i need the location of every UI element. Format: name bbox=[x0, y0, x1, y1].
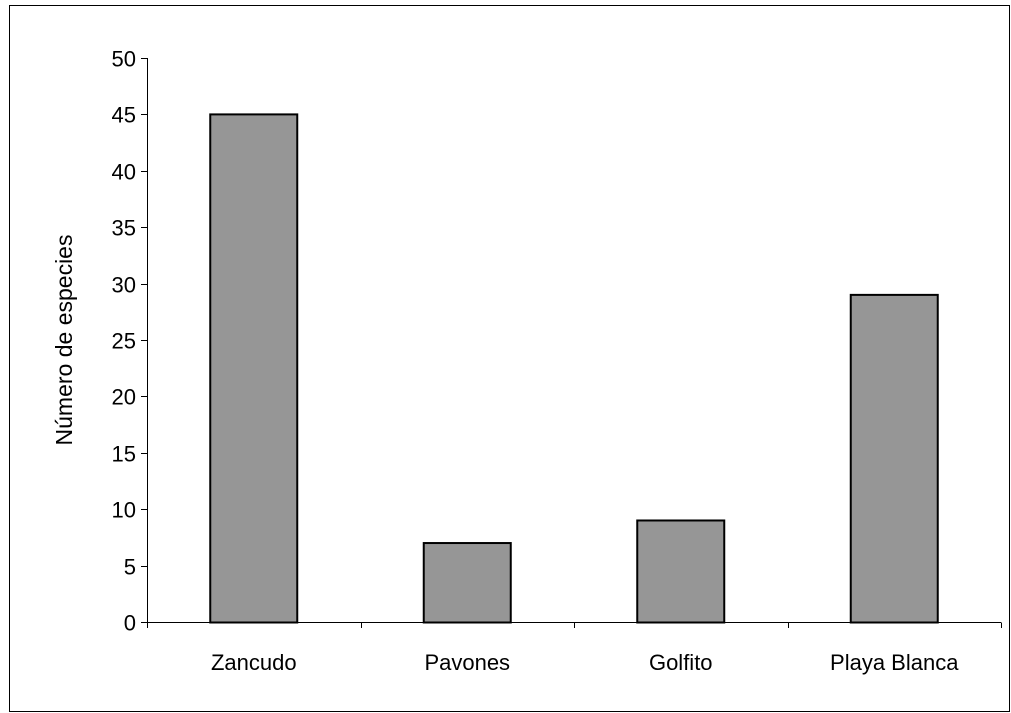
y-tick-label: 40 bbox=[112, 160, 136, 185]
x-category-label: Pavones bbox=[424, 650, 510, 675]
bar-pavones bbox=[422, 542, 512, 624]
y-tick-label: 50 bbox=[112, 47, 136, 72]
bars-group bbox=[209, 113, 939, 624]
y-axis-title: Número de especies bbox=[51, 235, 77, 446]
y-tick-label: 10 bbox=[112, 498, 136, 523]
y-tick-label: 20 bbox=[112, 385, 136, 410]
y-tick-label: 5 bbox=[124, 555, 136, 580]
x-axis-ticks: Zancudo Pavones Golfito Playa Blanca bbox=[147, 622, 1002, 675]
bar-playa-blanca bbox=[849, 293, 939, 624]
x-category-label: Golfito bbox=[649, 650, 713, 675]
y-axis-ticks: 0 5 10 15 20 25 30 35 40 45 50 bbox=[112, 47, 148, 636]
y-tick-label: 25 bbox=[112, 329, 136, 354]
y-tick-label: 30 bbox=[112, 273, 136, 298]
bar-zancudo bbox=[209, 113, 299, 624]
x-category-label: Playa Blanca bbox=[830, 650, 959, 675]
x-category-label: Zancudo bbox=[211, 650, 297, 675]
y-tick-label: 35 bbox=[112, 216, 136, 241]
y-tick-label: 15 bbox=[112, 442, 136, 467]
y-tick-label: 45 bbox=[112, 103, 136, 128]
y-tick-label: 0 bbox=[124, 611, 136, 636]
bar-golfito bbox=[636, 519, 726, 624]
